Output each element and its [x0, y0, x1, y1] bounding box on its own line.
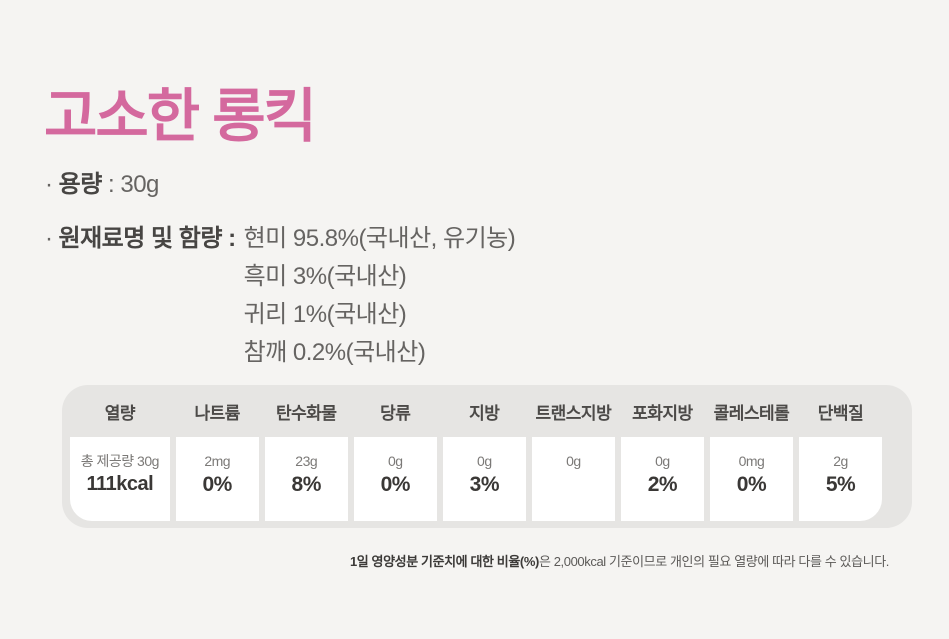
cell-amount: 23g	[295, 453, 318, 469]
cell-amount: 2mg	[204, 453, 231, 469]
cell-value: 5%	[825, 473, 856, 496]
col-header-calories: 열량	[104, 403, 136, 423]
cell-saturated-fat: 0g 2%	[620, 437, 704, 521]
cell-amount: 0g	[387, 453, 403, 469]
col-header-protein: 단백질	[817, 403, 864, 423]
cell-sugars: 0g 0%	[353, 437, 437, 521]
nutrition-body-row: 총 제공량 30g 111kcal 2mg 0% 23g 8% 0g 0% 0g…	[62, 437, 912, 521]
page-title: 고소한 롱킥	[44, 83, 317, 149]
cell-value: 8%	[291, 473, 322, 496]
nutrition-footnote: 1일 영양성분 기준치에 대한 비율(%)은 2,000kcal 기준이므로 개…	[350, 551, 889, 570]
cell-amount: 0g	[477, 453, 492, 469]
ingredient-item: 참깨 0.2%(국내산)	[243, 339, 426, 366]
cell-cholesterol: 0mg 0%	[709, 437, 793, 521]
ingredients-line: · 원재료명 및 함량 : 현미 95.8%(국내산, 유기농) 흑미 3%(국…	[45, 220, 516, 372]
footnote-rest-text: 은 2,000kcal 기준이므로 개인의 필요 열량에 따라 다를 수 있습니…	[538, 554, 889, 569]
col-header-sodium: 나트륨	[194, 403, 240, 423]
nutrition-facts-table: 열량 나트륨 탄수화물 당류 지방 트랜스지방 포화지방 콜레스테롤 단백질 총…	[62, 385, 912, 528]
cell-protein: 2g 5%	[798, 437, 883, 521]
col-header-trans-fat: 트랜스지방	[535, 403, 612, 423]
footnote-bold-text: 1일 영양성분 기준치에 대한 비율(%)	[349, 554, 539, 569]
cell-value: 0%	[380, 473, 411, 496]
volume-line: · 용량 : 30g	[45, 166, 515, 204]
ingredient-item: 흑미 3%(국내산)	[243, 263, 407, 290]
cell-value: 0%	[202, 473, 233, 496]
product-info: · 용량 : 30g · 원재료명 및 함량 : 현미 95.8%(국내산, 유…	[45, 166, 516, 372]
cell-value: 0%	[736, 473, 767, 496]
cell-sodium: 2mg 0%	[175, 437, 259, 521]
cell-value: 3%	[469, 473, 500, 496]
ingredient-item: 귀리 1%(국내산)	[243, 301, 407, 328]
cell-amount: 0g	[655, 453, 670, 469]
cell-fat: 0g 3%	[442, 437, 526, 521]
ingredient-item: 현미 95.8%(국내산, 유기농)	[243, 225, 516, 252]
col-header-cholesterol: 콜레스테롤	[713, 403, 790, 423]
col-header-sugars: 당류	[380, 403, 411, 423]
nutrition-header-row: 열량 나트륨 탄수화물 당류 지방 트랜스지방 포화지방 콜레스테롤 단백질	[62, 385, 912, 437]
volume-label: 용량	[58, 171, 103, 198]
cell-trans-fat: 0g	[531, 437, 615, 521]
col-header-saturated-fat: 포화지방	[632, 403, 693, 423]
col-header-fat: 지방	[469, 403, 500, 423]
cell-carbohydrate: 23g 8%	[264, 437, 348, 521]
cell-amount: 총 제공량 30g	[80, 453, 160, 469]
bullet: ·	[45, 171, 53, 198]
ingredients-label: 원재료명 및 함량 :	[58, 225, 237, 252]
cell-value: 2%	[647, 473, 678, 496]
cell-amount: 2g	[833, 453, 848, 469]
volume-value: : 30g	[108, 171, 159, 198]
bullet: ·	[45, 225, 53, 252]
cell-calories: 총 제공량 30g 111kcal	[70, 437, 170, 521]
cell-value: 111kcal	[86, 473, 154, 495]
cell-amount: 0g	[566, 453, 581, 469]
col-header-carbohydrate: 탄수화물	[275, 403, 337, 423]
cell-amount: 0mg	[738, 453, 765, 469]
ingredients-values: 현미 95.8%(국내산, 유기농) 흑미 3%(국내산) 귀리 1%(국내산)…	[244, 220, 516, 372]
